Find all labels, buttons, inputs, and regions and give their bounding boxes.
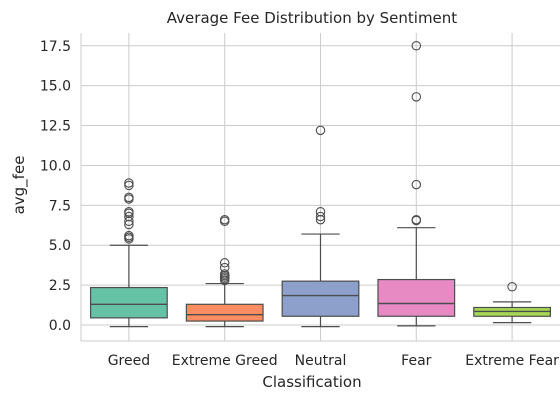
box-greed xyxy=(89,178,168,328)
outlier-point xyxy=(124,234,134,244)
box-extreme-greed xyxy=(185,214,264,328)
chart-title: Average Fee Distribution by Sentiment xyxy=(167,9,457,27)
outlier-point xyxy=(124,216,134,227)
gridlines xyxy=(80,33,560,342)
y-tick-label: 5.0 xyxy=(49,238,71,254)
outlier-point xyxy=(315,214,326,225)
y-axis: 0.0 2.5 5.0 7.5 10.0 12.5 15.0 17.5 xyxy=(40,39,71,334)
y-tick-label: 2.5 xyxy=(49,278,71,294)
y-tick-label: 10.0 xyxy=(40,158,71,174)
x-tick-label: Fear xyxy=(401,353,431,369)
y-tick-label: 12.5 xyxy=(40,119,71,135)
x-tick-label: Neutral xyxy=(295,353,347,369)
outlier-point xyxy=(411,215,422,226)
outlier-point xyxy=(315,125,326,136)
outlier-point xyxy=(124,180,134,191)
box-neutral xyxy=(281,125,360,328)
outlier-point xyxy=(219,216,230,227)
box-extreme-fear xyxy=(473,281,552,324)
outlier-point xyxy=(124,219,134,230)
box-iqr xyxy=(281,280,360,317)
outlier-point xyxy=(124,194,134,204)
outlier-point xyxy=(219,258,230,268)
x-tick-label: Extreme Greed xyxy=(172,353,278,369)
box-series xyxy=(89,41,552,328)
x-axis-label: Classification xyxy=(262,373,361,391)
outlier-point xyxy=(124,178,134,188)
outlier-point xyxy=(411,179,422,190)
box-iqr xyxy=(185,303,264,322)
outlier-point xyxy=(507,281,517,292)
y-tick-label: 7.5 xyxy=(49,198,71,214)
x-axis: Greed Extreme Greed Neutral Fear Extreme Fea… xyxy=(108,353,559,369)
x-tick-label: Extreme Fear xyxy=(465,353,559,369)
y-tick-label: 15.0 xyxy=(40,79,71,95)
box-fear xyxy=(377,41,456,327)
outlier-point xyxy=(411,92,422,102)
y-tick-label: 0.0 xyxy=(49,318,71,334)
outlier-point xyxy=(219,275,230,286)
outlier-point xyxy=(411,41,422,51)
box-iqr xyxy=(89,286,168,319)
y-axis-label: avg_fee xyxy=(10,156,29,215)
outlier-point xyxy=(315,211,326,222)
box-iqr xyxy=(377,278,456,317)
x-tick-label: Greed xyxy=(108,353,150,369)
y-tick-label: 17.5 xyxy=(40,39,71,55)
